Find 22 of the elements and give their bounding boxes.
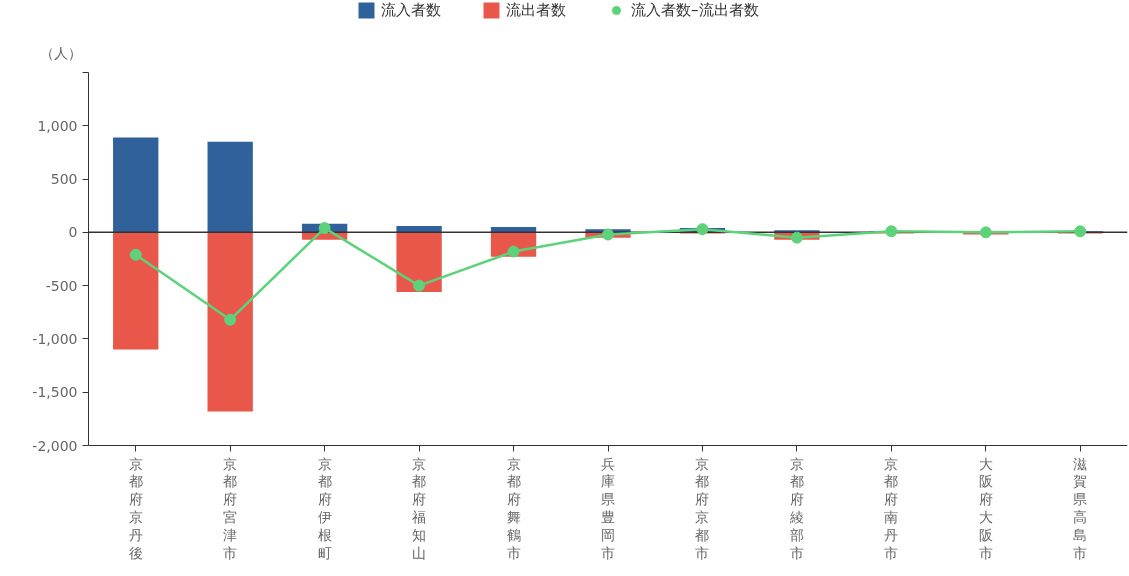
x-tick-label: 京都府宮津市	[223, 455, 238, 562]
y-axis-title: （人）	[39, 44, 82, 61]
y-tick-label: 500	[50, 171, 78, 188]
legend-label: 流入者数	[381, 1, 441, 20]
x-tick-label: 京都府舞鶴市	[506, 455, 521, 562]
x-tick-label: 兵庫県豊岡市	[601, 455, 615, 562]
x-tick-label: 大阪府大阪市	[978, 455, 993, 562]
x-tick-label: 京都府福知山	[412, 455, 427, 562]
x-tick-label: 京都府綾部市	[788, 455, 804, 562]
y-tick-label: -1,500	[32, 384, 78, 401]
x-tick-label: 京都府伊根町	[317, 455, 332, 562]
legend-label: 流出者数	[506, 1, 566, 20]
y-tick-label: -2,000	[32, 437, 78, 454]
y-tick-label: -500	[45, 277, 78, 294]
y-tick-label: 1,000	[37, 117, 78, 134]
x-tick-label: 京都府南丹市	[884, 455, 899, 562]
legend-label: 流入者数–流出者数	[631, 1, 759, 20]
x-tick-label: 京都府京都市	[695, 455, 710, 562]
y-tick-label: -1,000	[32, 330, 78, 347]
x-tick-label: 滋賀県高島市	[1073, 455, 1088, 562]
y-tick-label: 0	[68, 224, 78, 241]
x-tick-label: 京都府京丹後	[128, 455, 143, 562]
